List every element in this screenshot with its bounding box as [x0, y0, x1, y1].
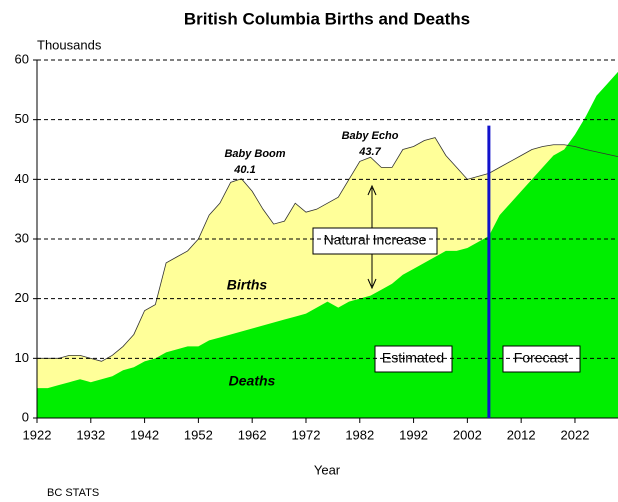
- y-tick-label: 30: [15, 230, 29, 245]
- data-label: 43.7: [358, 146, 381, 158]
- x-tick-label: 2022: [561, 427, 590, 442]
- annotations: Baby Boom Baby Echo Births Deaths Natura…: [224, 130, 581, 389]
- source: BC STATS: [47, 487, 99, 499]
- x-tick-label: 1942: [130, 427, 159, 442]
- series-label: Births: [227, 277, 268, 293]
- y-tick-label: 10: [15, 350, 29, 365]
- x-tick-label: 1962: [238, 427, 267, 442]
- annotation-box: [312, 227, 438, 255]
- x-tick-label: 2002: [453, 427, 482, 442]
- x-tick-label: 1932: [76, 427, 105, 442]
- annotation: Forecast: [514, 350, 569, 366]
- annotation-box: [374, 345, 453, 373]
- y-tick-label: 50: [15, 111, 29, 126]
- x-tick-label: 1972: [292, 427, 321, 442]
- annotation: Estimated: [382, 350, 444, 366]
- area: [37, 71, 618, 418]
- annotation: Baby Echo: [342, 130, 399, 142]
- data-label: 40.1: [233, 164, 255, 176]
- x-tick-label: 1952: [184, 427, 213, 442]
- x-axis-label: Year: [314, 462, 341, 477]
- x-tick-label: 1982: [345, 427, 374, 442]
- y-tick-label: 20: [15, 290, 29, 305]
- chart-title: British Columbia Births and Deaths: [184, 9, 470, 28]
- annotation: Baby Boom: [224, 148, 285, 160]
- annotation-box: [502, 345, 581, 373]
- annotation: Natural Increase: [324, 232, 427, 248]
- x-tick-label: 1992: [399, 427, 428, 442]
- series-label: Deaths: [229, 373, 276, 389]
- x-tick-label: 2012: [507, 427, 536, 442]
- y-tick-label: 60: [15, 51, 29, 66]
- plot: [37, 71, 618, 419]
- x-tick-label: 1922: [23, 427, 52, 442]
- y-tick-label: 0: [22, 409, 29, 424]
- arrow-heads: [367, 184, 377, 290]
- y-tick-label: 40: [15, 171, 29, 186]
- line: [37, 137, 618, 362]
- y-axis-label: Thousands: [37, 37, 102, 52]
